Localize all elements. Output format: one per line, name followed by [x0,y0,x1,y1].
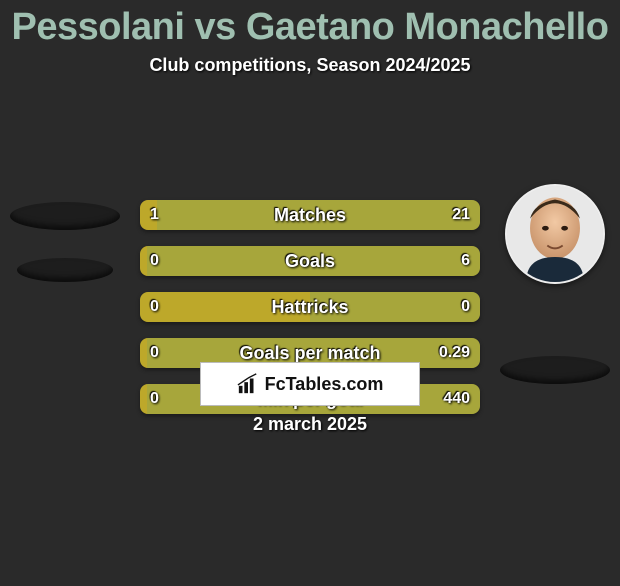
bar-left-fill [140,246,147,276]
bar-right-fill [310,292,480,322]
page-title: Pessolani vs Gaetano Monachello [0,6,620,49]
bar-left-fill [140,338,147,368]
stat-row: Goals06 [140,246,480,276]
brand-badge: FcTables.com [200,362,420,406]
stat-row: Hattricks00 [140,292,480,322]
avatar [505,184,605,284]
bar-left-fill [140,384,147,414]
page-subtitle: Club competitions, Season 2024/2025 [0,55,620,76]
bar-right-fill [157,200,480,230]
bar-left-fill [140,292,310,322]
bar-right-fill [147,246,480,276]
brand-text: FcTables.com [265,374,384,395]
avatar-shadow [17,258,113,282]
bar-chart-icon [237,373,259,395]
player-right-col [490,184,620,384]
stat-row: Matches121 [140,200,480,230]
date-text: 2 march 2025 [0,414,620,435]
avatar-shadow [500,356,610,384]
bar-left-fill [140,200,157,230]
player-left-col [0,184,130,282]
avatar-shadow [10,202,120,230]
